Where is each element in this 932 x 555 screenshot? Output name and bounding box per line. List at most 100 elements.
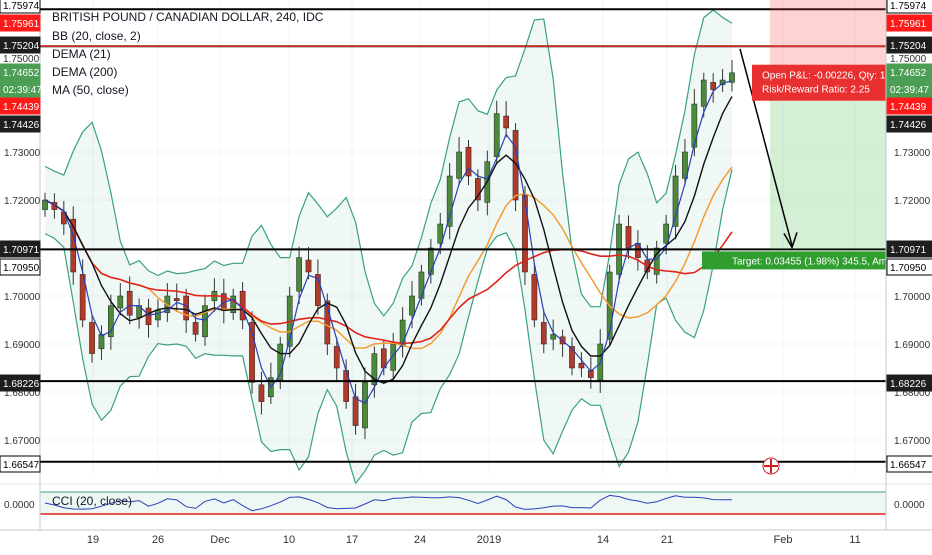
candle-body <box>89 322 95 354</box>
candle[interactable] <box>428 238 434 284</box>
price-tag-right: 1.75000 <box>890 54 927 65</box>
candle[interactable] <box>710 73 717 103</box>
time-tick-label: Dec <box>210 534 230 546</box>
candle-body <box>249 322 255 383</box>
price-tag-right: 02:39:47 <box>886 80 932 98</box>
candle[interactable] <box>315 259 321 315</box>
candle[interactable] <box>531 263 538 328</box>
price-tag-text: 1.74426 <box>890 120 927 131</box>
candle-body <box>390 343 397 371</box>
candle[interactable] <box>399 307 406 358</box>
price-tag-text: 1.74652 <box>3 68 40 79</box>
price-tag-right: 1.68226 <box>886 374 932 392</box>
price-tag-right: 1.70950 <box>886 258 932 276</box>
time-tick-label: 19 <box>87 534 99 546</box>
price-tag-box <box>886 80 932 98</box>
price-tag-right: 1.75204 <box>886 36 932 54</box>
candle[interactable] <box>540 309 547 354</box>
candle[interactable] <box>456 137 462 186</box>
candle[interactable] <box>108 294 114 350</box>
time-tick-label: 14 <box>597 534 609 546</box>
candle[interactable] <box>126 276 133 325</box>
candle-body <box>98 334 105 350</box>
candle[interactable] <box>418 264 425 306</box>
projection-arrow[interactable] <box>739 48 793 246</box>
ma-50-line <box>44 166 733 350</box>
price-tag-left: 1.75000 <box>3 54 40 65</box>
candle[interactable] <box>682 139 688 186</box>
price-tag-left: 1.70950 <box>0 258 41 276</box>
candle[interactable] <box>465 140 472 186</box>
target-zone[interactable] <box>770 72 886 250</box>
price-tag-left: 1.68226 <box>0 374 41 392</box>
candle[interactable] <box>578 352 585 378</box>
candle-body <box>531 274 538 321</box>
legend-cci[interactable]: CCI (20, close) <box>52 494 132 508</box>
legend-ma-50[interactable]: MA (50, close) <box>52 83 129 97</box>
candle[interactable] <box>390 332 397 380</box>
candle-body <box>371 353 378 386</box>
candle[interactable] <box>550 319 557 351</box>
price-tag-text: 1.75204 <box>890 41 927 52</box>
price-tag-text: 1.75961 <box>3 19 40 30</box>
candle-body <box>409 295 415 316</box>
bollinger-band-fill <box>45 10 732 484</box>
candle[interactable] <box>230 288 237 320</box>
candle[interactable] <box>89 315 95 363</box>
candle[interactable] <box>183 288 190 333</box>
price-tag-text: 1.74439 <box>890 102 927 113</box>
candle-body <box>672 175 679 227</box>
candle-body <box>682 151 688 179</box>
price-tag-box <box>886 36 932 54</box>
candle-body <box>465 146 472 177</box>
price-tag-text: 1.66547 <box>3 460 40 471</box>
legend-bb[interactable]: BB (20, close, 2) <box>52 29 141 43</box>
time-tick-label: Feb <box>774 534 793 546</box>
candle[interactable] <box>672 164 679 240</box>
candle-body <box>108 305 114 338</box>
candle-body <box>126 290 133 316</box>
arrow-head <box>783 232 798 250</box>
price-tag-text: 1.74439 <box>3 102 40 113</box>
time-tick-label: 2019 <box>477 534 501 546</box>
candle-body <box>700 79 707 107</box>
price-tag-text: 1.75974 <box>3 1 40 12</box>
price-tick-right: 1.68000 <box>894 388 931 399</box>
candle[interactable] <box>145 298 152 338</box>
time-tick-label: 10 <box>283 534 295 546</box>
time-tick-label: 17 <box>346 534 358 546</box>
candle-body <box>493 113 500 158</box>
candle-body <box>569 346 575 369</box>
candle[interactable] <box>249 311 255 394</box>
candle[interactable] <box>305 247 312 280</box>
candle-body <box>663 223 669 244</box>
candle-body <box>183 295 190 321</box>
candle[interactable] <box>371 346 378 398</box>
price-tag-left: 1.70971 <box>0 240 41 258</box>
price-tag-box <box>0 14 41 32</box>
candle[interactable] <box>98 325 105 360</box>
candle-body <box>418 271 425 299</box>
candle[interactable] <box>296 246 302 305</box>
candle[interactable] <box>569 337 575 376</box>
candle-body <box>653 247 660 275</box>
economic-event-icon[interactable] <box>762 457 780 475</box>
candle[interactable] <box>258 371 265 415</box>
candle[interactable] <box>653 240 660 284</box>
candle[interactable] <box>173 283 180 312</box>
candle[interactable] <box>729 59 735 92</box>
candle-body <box>399 319 406 347</box>
candle[interactable] <box>446 163 453 240</box>
legend-dema-200[interactable]: DEMA (200) <box>52 65 117 79</box>
stop-zone[interactable] <box>770 0 886 73</box>
legend-dema-21[interactable]: DEMA (21) <box>52 47 111 61</box>
candle[interactable] <box>503 101 509 138</box>
target-text: Target: 0.03455 (1.98%) 345.5, Amount <box>732 256 907 267</box>
price-tag-box <box>0 63 41 81</box>
candle[interactable] <box>700 72 707 118</box>
candle[interactable] <box>333 337 340 381</box>
price-tag-text: 1.75974 <box>890 1 927 12</box>
candle[interactable] <box>117 283 124 316</box>
